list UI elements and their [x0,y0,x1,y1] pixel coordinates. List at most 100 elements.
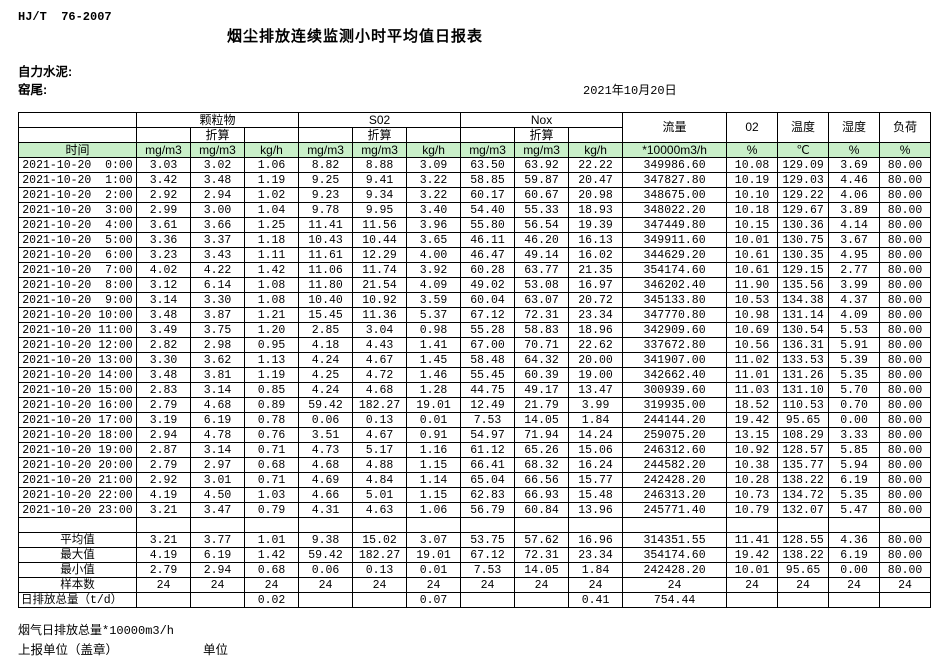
value-cell: 0.07 [406,592,462,608]
value-cell: 13.15 [726,427,779,443]
value-cell: 5.53 [828,322,881,338]
value-cell: 72.31 [514,547,570,563]
value-cell: 44.75 [460,382,516,398]
spacer-row [18,517,932,533]
value-cell: 5.91 [828,337,881,353]
value-cell: 15.06 [568,442,624,458]
value-cell: 1.08 [243,292,300,308]
header-conversion-so2: 折算 [352,127,408,143]
value-cell: 4.19 [136,487,191,503]
value-cell: 1.02 [243,187,300,203]
value-cell: 3.36 [136,232,191,248]
value-cell: 19.00 [568,367,624,383]
value-cell: 80.00 [879,367,932,383]
value-cell: 0.95 [243,337,300,353]
time-cell: 2021-10-20 7:00 [18,262,137,278]
value-cell: 24 [514,577,570,593]
value-cell: 3.22 [406,187,462,203]
unit-cell: % [828,142,881,158]
value-cell: 49.14 [514,247,570,263]
value-cell [879,592,932,608]
summary-row: 样本数 24 24 24 24 24 24 24 24 24 24 24 24 24 24 [18,577,932,593]
value-cell: 24 [352,577,408,593]
value-cell: 2.83 [136,382,191,398]
value-cell: 80.00 [879,457,932,473]
value-cell: 8.88 [352,157,408,173]
value-cell: 12.49 [460,397,516,413]
value-cell: 13.96 [568,502,624,518]
value-cell: 9.38 [298,532,354,548]
value-cell: 1.21 [243,307,300,323]
value-cell: 22.62 [568,337,624,353]
value-cell: 347449.80 [622,217,728,233]
value-cell: 14.05 [514,412,570,428]
value-cell: 244144.20 [622,412,728,428]
value-cell: 11.56 [352,217,408,233]
summary-label: 最大值 [18,547,137,563]
value-cell: 18.93 [568,202,624,218]
time-cell: 2021-10-20 19:00 [18,442,137,458]
value-cell: 80.00 [879,157,932,173]
value-cell: 134.72 [777,487,830,503]
value-cell: 130.35 [777,247,830,263]
report-table: 颗粒物 S02 Nox 流量 02 温度 湿度 负荷 折算 折算 折算 [18,112,932,608]
value-cell: 80.00 [879,397,932,413]
value-cell: 63.07 [514,292,570,308]
unit-cell: mg/m3 [352,142,408,158]
value-cell: 3.69 [828,157,881,173]
value-cell: 4.50 [190,487,245,503]
value-cell: 4.84 [352,472,408,488]
value-cell: 80.00 [879,322,932,338]
value-cell: 9.34 [352,187,408,203]
time-cell: 2021-10-20 15:00 [18,382,137,398]
empty-cell [777,517,830,533]
value-cell: 7.53 [460,412,516,428]
value-cell: 337672.80 [622,337,728,353]
table-row: 2021-10-20 18:00 2.94 4.78 0.76 3.51 4.67 0.91… [18,427,932,443]
value-cell: 300939.60 [622,382,728,398]
value-cell: 24 [777,577,830,593]
value-cell: 3.21 [136,532,191,548]
value-cell: 10.15 [726,217,779,233]
time-cell: 2021-10-20 0:00 [18,157,137,173]
value-cell: 129.03 [777,172,830,188]
value-cell: 11.74 [352,262,408,278]
value-cell [190,592,245,608]
header-group-particulate: 颗粒物 [135,112,300,128]
time-cell: 2021-10-20 9:00 [18,292,137,308]
value-cell: 4.46 [828,172,881,188]
value-cell: 3.09 [406,157,462,173]
value-cell: 3.03 [136,157,191,173]
value-cell: 3.14 [190,382,245,398]
value-cell: 6.14 [190,277,245,293]
value-cell: 67.00 [460,337,516,353]
value-cell: 347827.80 [622,172,728,188]
value-cell: 0.98 [406,322,462,338]
value-cell: 67.12 [460,547,516,563]
value-cell: 80.00 [879,442,932,458]
value-cell: 1.18 [243,232,300,248]
table-row: 2021-10-20 3:00 2.99 3.00 1.04 9.78 9.95 3.40 5… [18,202,932,218]
value-cell: 60.67 [514,187,570,203]
value-cell: 5.35 [828,367,881,383]
value-cell: 314351.55 [622,532,728,548]
value-cell: 80.00 [879,232,932,248]
value-cell: 0.78 [243,412,300,428]
value-cell: 246313.20 [622,487,728,503]
value-cell: 9.78 [298,202,354,218]
value-cell: 348022.20 [622,202,728,218]
table-row: 2021-10-20 19:00 2.87 3.14 0.71 4.73 5.17 1.16… [18,442,932,458]
value-cell: 64.32 [514,352,570,368]
value-cell: 11.36 [352,307,408,323]
value-cell: 3.49 [136,322,191,338]
value-cell: 95.65 [777,412,830,428]
empty-cell [726,517,779,533]
header-flow: 流量 [622,112,728,143]
value-cell: 4.14 [828,217,881,233]
value-cell: 11.90 [726,277,779,293]
value-cell: 345133.80 [622,292,728,308]
unit-cell: ℃ [777,142,830,158]
value-cell: 55.45 [460,367,516,383]
value-cell: 128.57 [777,442,830,458]
value-cell: 80.00 [879,532,932,548]
